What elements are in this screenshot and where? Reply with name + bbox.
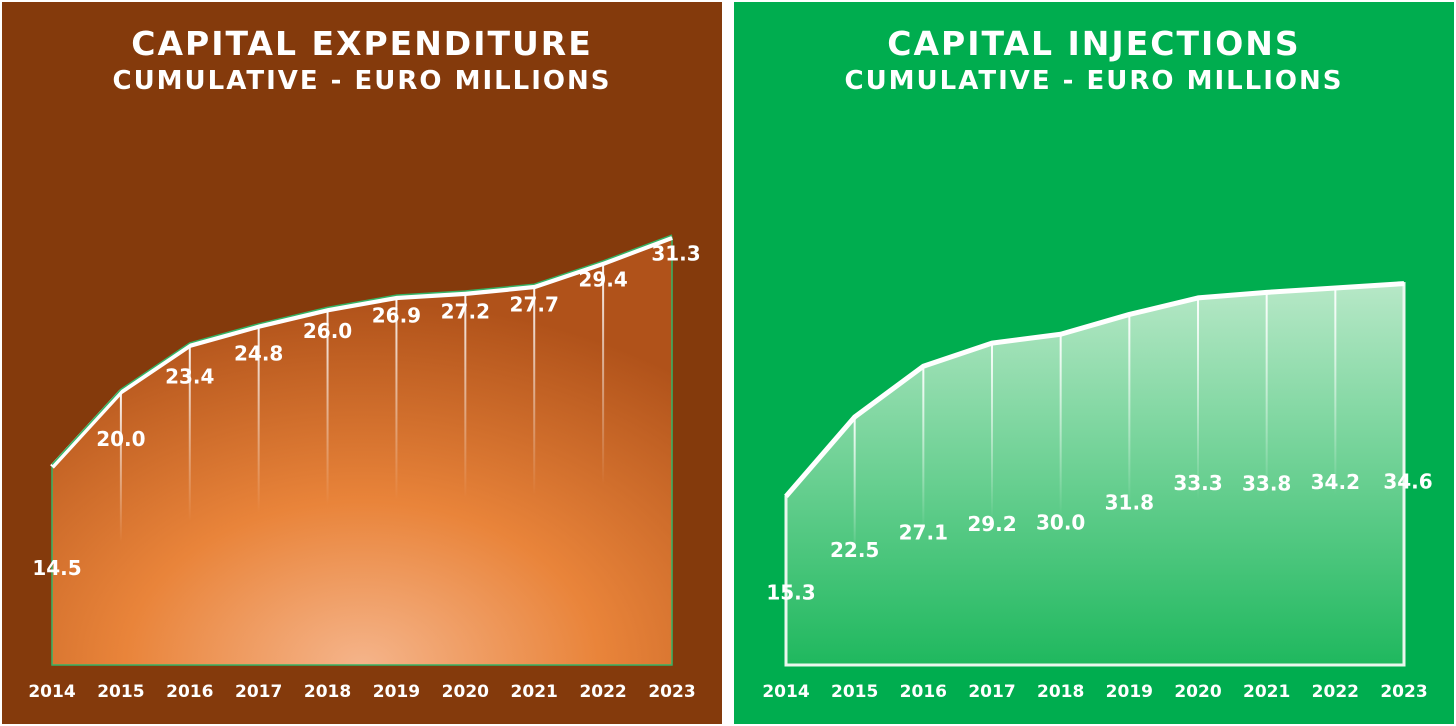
series-line (50, 235, 673, 469)
drop-line (991, 343, 993, 521)
x-tick-label: 2016 (900, 682, 947, 702)
x-tick-label: 2015 (97, 682, 144, 702)
x-tick-label: 2014 (28, 682, 75, 702)
drop-line (922, 366, 925, 531)
chart-subtitle: CUMULATIVE - EURO MILLIONS (844, 66, 1344, 96)
x-tick-label: 2019 (373, 682, 420, 702)
data-label: 31.3 (651, 242, 700, 266)
data-label: 33.3 (1173, 471, 1222, 495)
drop-line (188, 345, 191, 522)
capital-injections-chart: 15.3 22.5 27.1 29.2 30.0 31.8 33.3 33.8 34.2 34.6… (734, 2, 1454, 724)
chart-title: CAPITAL INJECTIONS (887, 24, 1301, 63)
drop-line (395, 297, 398, 500)
data-label: 26.9 (372, 304, 421, 328)
x-tick-label: 2018 (1037, 682, 1084, 702)
data-label: 34.6 (1383, 470, 1432, 494)
capital-expenditure-chart: 14.5 20.0 23.4 24.8 26.0 26.9 27.2 27.7 29.4 31.3… (2, 2, 722, 724)
x-tick-label: 2021 (1243, 682, 1290, 702)
drop-line (853, 416, 856, 554)
data-label: 29.2 (967, 512, 1016, 536)
drop-line (1128, 314, 1131, 508)
drop-line (533, 286, 536, 495)
x-tick-label: 2022 (1312, 682, 1359, 702)
x-tick-label: 2017 (235, 682, 282, 702)
data-label: 27.2 (441, 300, 490, 324)
chart-title-block: CAPITAL EXPENDITURE CUMULATIVE - EURO MI… (2, 24, 722, 98)
capital-injections-panel: 15.3 22.5 27.1 29.2 30.0 31.8 33.3 33.8 34.2 34.6… (734, 2, 1454, 724)
x-tick-label: 2020 (442, 682, 489, 702)
series-line (784, 281, 1405, 498)
data-label: 27.1 (899, 520, 948, 544)
data-label: 15.3 (766, 580, 815, 604)
x-tick-label: 2018 (304, 682, 351, 702)
drop-line (1265, 292, 1268, 498)
data-label: 34.2 (1311, 470, 1360, 494)
drop-line (257, 326, 260, 513)
data-label: 29.4 (578, 267, 627, 291)
x-tick-label: 2022 (579, 682, 626, 702)
drop-line (1197, 297, 1199, 500)
x-tick-label: 2023 (1380, 682, 1427, 702)
drop-line (602, 263, 605, 485)
data-label: 27.7 (510, 293, 559, 317)
drop-line (326, 309, 329, 506)
data-label: 33.8 (1242, 471, 1291, 495)
drop-line (1059, 334, 1062, 517)
drop-line (1334, 287, 1337, 496)
data-label: 22.5 (830, 538, 879, 562)
data-label: 26.0 (303, 319, 352, 343)
x-tick-label: 2016 (166, 682, 213, 702)
x-tick-label: 2021 (511, 682, 558, 702)
data-label: 30.0 (1036, 510, 1085, 534)
x-tick-label: 2023 (648, 682, 695, 702)
x-tick-label: 2015 (831, 682, 878, 702)
data-label: 31.8 (1105, 490, 1154, 514)
capital-expenditure-panel: 14.5 20.0 23.4 24.8 26.0 26.9 27.2 27.7 29.4 31.3… (2, 2, 722, 724)
x-tick-label: 2017 (968, 682, 1015, 702)
drop-line (464, 293, 467, 498)
chart-title-block: CAPITAL INJECTIONS CUMULATIVE - EURO MIL… (734, 24, 1454, 98)
chart-title: CAPITAL EXPENDITURE (131, 24, 593, 63)
data-label: 20.0 (96, 427, 145, 451)
x-tick-label: 2014 (762, 682, 809, 702)
data-label: 23.4 (165, 364, 214, 388)
x-tick-label: 2020 (1174, 682, 1221, 702)
data-label: 14.5 (32, 556, 81, 580)
x-tick-label: 2019 (1106, 682, 1153, 702)
series-edge (51, 234, 673, 465)
chart-subtitle: CUMULATIVE - EURO MILLIONS (112, 66, 612, 96)
data-label: 24.8 (234, 341, 283, 365)
drop-line (119, 391, 122, 543)
